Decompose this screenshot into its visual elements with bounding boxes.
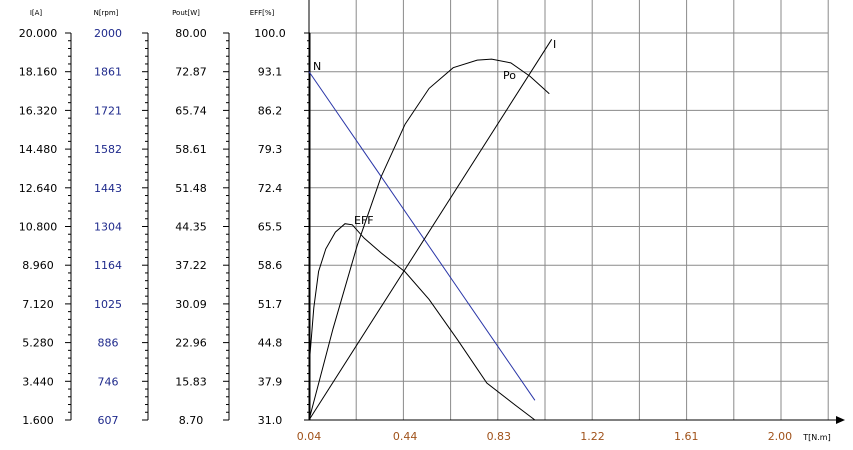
y-tick-label-N: 1164 bbox=[94, 259, 122, 272]
y-tick-label-I: 7.120 bbox=[22, 298, 54, 311]
y-tick-label-EFF: 37.9 bbox=[258, 375, 283, 388]
series-line-I bbox=[308, 39, 553, 421]
plot-grid bbox=[308, 0, 829, 421]
y-tick-label-N: 746 bbox=[98, 375, 119, 388]
x-tick-label: 0.83 bbox=[487, 430, 512, 443]
series-line-Po bbox=[308, 58, 550, 421]
y-axis-title-I: I[A] bbox=[30, 9, 43, 17]
y-tick-label-I: 18.160 bbox=[19, 66, 58, 79]
y-tick-label-Pout: 37.22 bbox=[175, 259, 207, 272]
y-tick-label-Pout: 30.09 bbox=[175, 298, 207, 311]
y-tick-label-I: 5.280 bbox=[22, 337, 54, 350]
x-tick-label: 2.00 bbox=[768, 430, 793, 443]
y-tick-label-N: 886 bbox=[98, 337, 119, 350]
y-tick-label-Pout: 8.70 bbox=[179, 414, 204, 427]
y-tick-label-N: 1721 bbox=[94, 104, 122, 117]
y-tick-label-Pout: 15.83 bbox=[175, 375, 207, 388]
y-tick-label-EFF: 31.0 bbox=[258, 414, 283, 427]
y-tick-label-EFF: 72.4 bbox=[258, 182, 283, 195]
y-tick-label-EFF: 93.1 bbox=[258, 66, 283, 79]
series-label-N: N bbox=[313, 60, 321, 73]
series-label-I: I bbox=[553, 38, 556, 51]
y-tick-label-I: 16.320 bbox=[19, 104, 58, 117]
y-tick-label-I: 14.480 bbox=[19, 143, 58, 156]
y-tick-label-N: 2000 bbox=[94, 27, 122, 40]
y-tick-label-Pout: 80.00 bbox=[175, 27, 207, 40]
y-tick-label-Pout: 58.61 bbox=[175, 143, 207, 156]
y-tick-label-N: 1861 bbox=[94, 66, 122, 79]
series-label-EFF: EFF bbox=[354, 214, 374, 227]
y-tick-label-I: 1.600 bbox=[22, 414, 54, 427]
y-tick-label-Pout: 72.87 bbox=[175, 66, 207, 79]
y-tick-label-N: 1025 bbox=[94, 298, 122, 311]
x-tick-label: 1.61 bbox=[674, 430, 699, 443]
y-tick-label-EFF: 79.3 bbox=[258, 143, 283, 156]
y-axis-title-N: N[rpm] bbox=[94, 9, 119, 17]
series-line-N bbox=[308, 71, 536, 401]
y-axis-title-EFF: EFF[%] bbox=[250, 9, 275, 17]
x-axis: 0.04 0.44 0.83 1.22 1.61 2.00 T[N.m] bbox=[297, 416, 845, 443]
y-tick-label-Pout: 65.74 bbox=[175, 104, 207, 117]
y-tick-label-EFF: 100.0 bbox=[254, 27, 286, 40]
y-tick-label-N: 1582 bbox=[94, 143, 122, 156]
y-tick-label-EFF: 44.8 bbox=[258, 337, 283, 350]
y-tick-label-Pout: 44.35 bbox=[175, 221, 207, 234]
y-tick-label-Pout: 51.48 bbox=[175, 182, 207, 195]
y-tick-label-N: 1443 bbox=[94, 182, 122, 195]
y-tick-label-EFF: 58.6 bbox=[258, 259, 283, 272]
y-tick-label-N: 607 bbox=[98, 414, 119, 427]
series-line-EFF bbox=[308, 223, 536, 421]
y-tick-label-N: 1304 bbox=[94, 221, 122, 234]
series-label-Po: Po bbox=[503, 69, 516, 82]
y-tick-label-Pout: 22.96 bbox=[175, 337, 207, 350]
x-axis-title: T[N.m] bbox=[802, 433, 830, 442]
y-tick-label-I: 3.440 bbox=[22, 375, 54, 388]
y-axis-title-Pout: Pout[W] bbox=[172, 9, 200, 17]
y-tick-label-I: 10.800 bbox=[19, 221, 58, 234]
y-axes: I[A] 20.000 18.160 16.320 14.480 12.640 10.800… bbox=[19, 9, 311, 427]
x-tick-label: 0.04 bbox=[297, 430, 322, 443]
x-tick-label: 0.44 bbox=[393, 430, 418, 443]
y-tick-label-EFF: 51.7 bbox=[258, 298, 283, 311]
x-tick-label: 1.22 bbox=[580, 430, 605, 443]
y-tick-label-EFF: 86.2 bbox=[258, 104, 283, 117]
y-tick-label-I: 12.640 bbox=[19, 182, 58, 195]
x-axis-arrow-icon bbox=[836, 416, 845, 424]
y-tick-label-I: 20.000 bbox=[19, 27, 58, 40]
y-tick-label-EFF: 65.5 bbox=[258, 221, 283, 234]
y-tick-label-I: 8.960 bbox=[22, 259, 54, 272]
series-group: N I Po EFF bbox=[308, 38, 556, 421]
